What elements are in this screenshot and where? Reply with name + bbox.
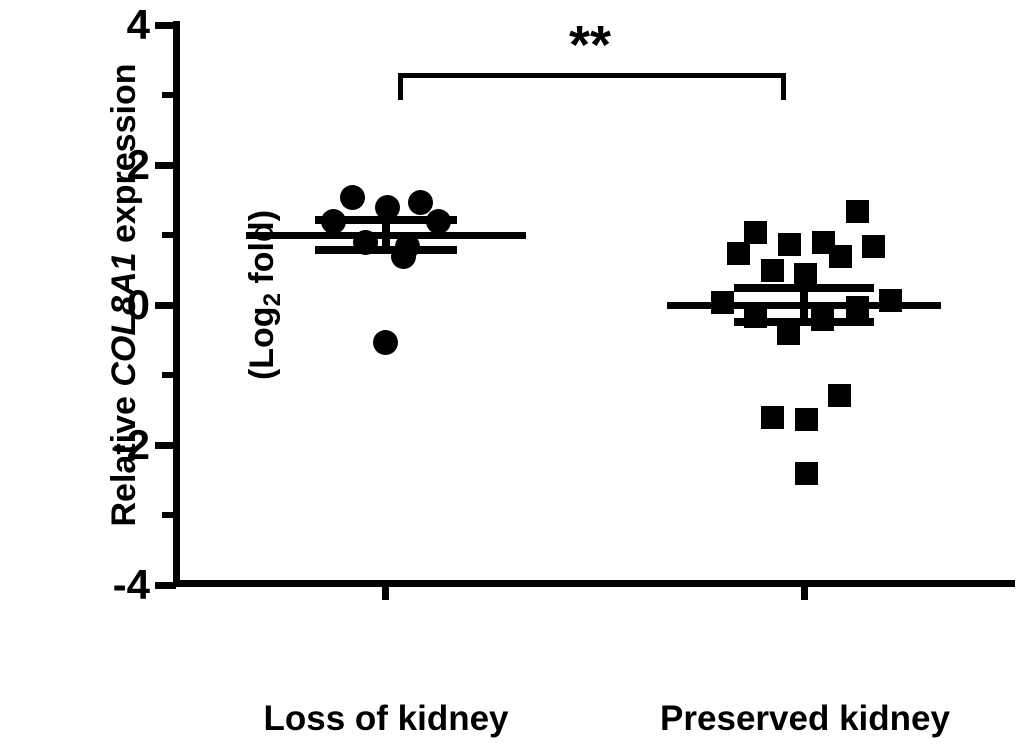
y-axis-line [173, 21, 180, 587]
circle-data-point [375, 195, 400, 220]
y-tick-label: 2 [126, 141, 150, 188]
error-bar-lower-cap [315, 246, 457, 254]
x-label-group2: Preserved kidney function (N=31) [595, 606, 1015, 744]
x-label-group1: Loss of kidney function (N=13) [176, 606, 596, 744]
y-major-tick [155, 442, 176, 449]
significance-bracket-right-drop [781, 73, 786, 100]
y-tick-label: 4 [126, 1, 150, 48]
significance-bracket-bar [398, 73, 786, 78]
significance-stars: ** [568, 15, 612, 75]
y-major-tick [155, 162, 176, 169]
x-label-group1-line1: Loss of kidney [263, 699, 509, 738]
square-data-point [727, 242, 750, 265]
square-data-point [744, 221, 767, 244]
square-data-point [828, 384, 851, 407]
x-label-group2-line1: Preserved kidney [660, 699, 950, 738]
square-data-point [795, 408, 818, 431]
significance-bracket-left-drop [398, 73, 403, 100]
x-tick-group1 [382, 587, 389, 600]
circle-data-point [373, 330, 398, 355]
y-minor-tick [162, 92, 176, 98]
x-tick-group2 [801, 587, 808, 600]
square-data-point [795, 462, 818, 485]
mean-line [246, 232, 526, 239]
y-minor-tick [162, 232, 176, 238]
error-bar-upper-cap [734, 284, 874, 292]
y-tick-label: -2 [112, 421, 150, 468]
y-minor-tick [162, 512, 176, 518]
square-data-point [846, 200, 869, 223]
y-tick-label: -4 [112, 561, 150, 608]
circle-data-point [340, 185, 365, 210]
square-data-point [777, 322, 800, 345]
square-data-point [829, 245, 852, 268]
y-major-tick [155, 302, 176, 309]
square-data-point [761, 259, 784, 282]
y-tick-label: 0 [126, 281, 150, 328]
y-major-tick [155, 22, 176, 29]
square-data-point [862, 235, 885, 258]
square-data-point [778, 233, 801, 256]
square-data-point [794, 263, 817, 286]
circle-data-point [408, 190, 433, 215]
error-bar-lower-cap [734, 318, 874, 326]
mean-line [667, 302, 941, 309]
square-data-point [761, 406, 784, 429]
y-minor-tick [162, 372, 176, 378]
error-bar-upper-cap [315, 216, 457, 224]
x-axis-line [173, 580, 1015, 587]
y-major-tick [155, 582, 176, 589]
